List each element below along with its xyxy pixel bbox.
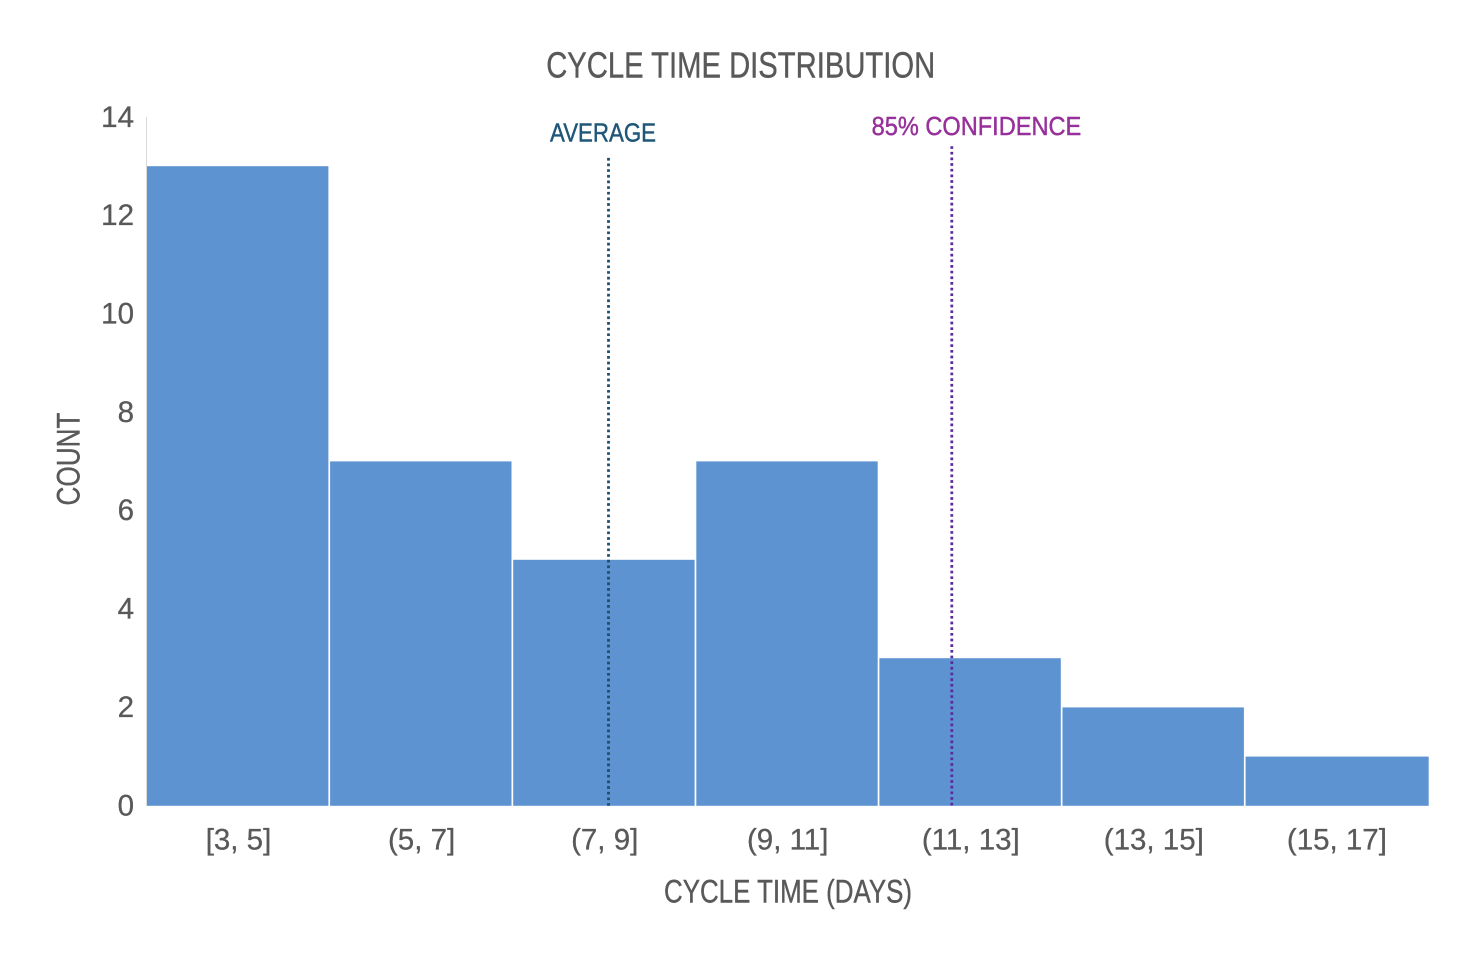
svg-text:(7, 9]: (7, 9] <box>571 824 638 857</box>
svg-text:4: 4 <box>118 593 134 626</box>
svg-text:85% CONFIDENCE: 85% CONFIDENCE <box>872 111 1082 141</box>
svg-text:COUNT: COUNT <box>51 413 87 506</box>
svg-text:(5, 7]: (5, 7] <box>388 824 455 857</box>
svg-text:(9, 11]: (9, 11] <box>747 824 828 857</box>
svg-text:(11, 13]: (11, 13] <box>922 824 1020 857</box>
svg-text:CYCLE TIME DISTRIBUTION: CYCLE TIME DISTRIBUTION <box>546 44 935 85</box>
svg-text:[3, 5]: [3, 5] <box>206 824 272 857</box>
svg-text:AVERAGE: AVERAGE <box>550 117 656 147</box>
svg-text:0: 0 <box>118 789 134 822</box>
svg-text:2: 2 <box>118 691 134 724</box>
svg-text:(13, 15]: (13, 15] <box>1104 824 1204 857</box>
svg-text:(15, 17]: (15, 17] <box>1287 824 1387 857</box>
svg-text:10: 10 <box>101 298 134 331</box>
svg-text:6: 6 <box>118 494 134 527</box>
svg-text:14: 14 <box>101 101 134 134</box>
svg-text:CYCLE TIME (DAYS): CYCLE TIME (DAYS) <box>664 874 912 910</box>
svg-text:12: 12 <box>101 199 134 232</box>
svg-text:8: 8 <box>118 396 134 429</box>
